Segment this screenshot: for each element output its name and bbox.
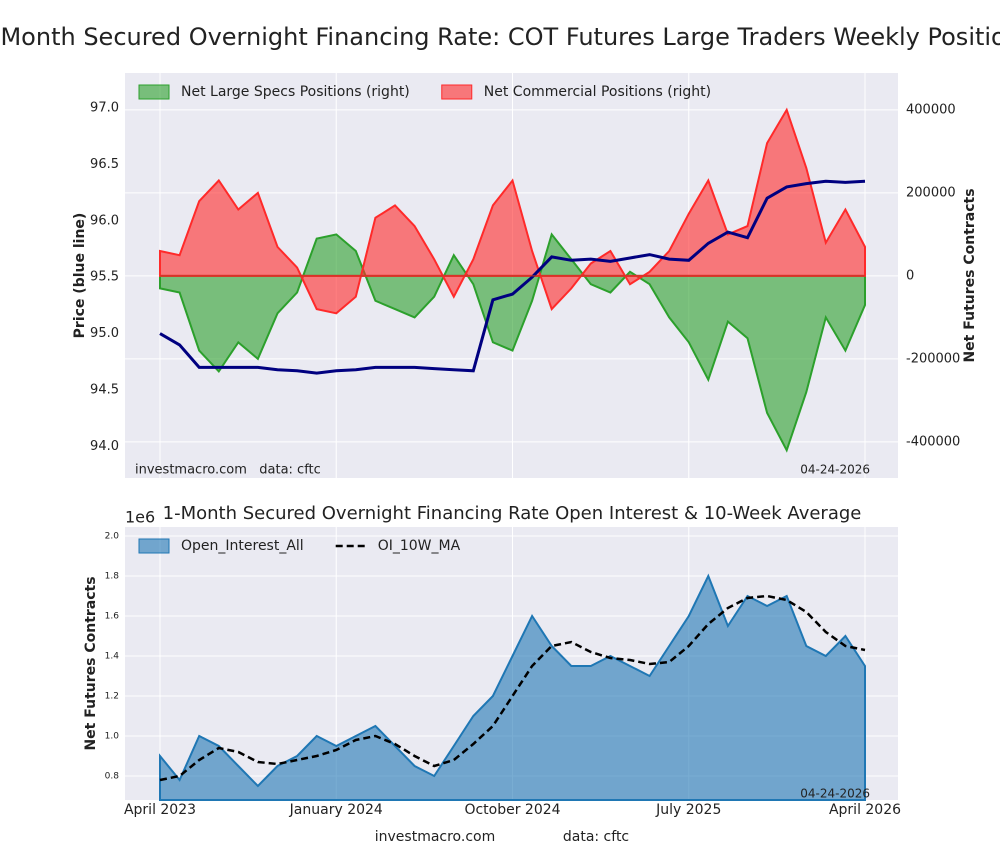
- y-tick-label: 97.0: [90, 100, 119, 115]
- y-tick-label: 2.0: [105, 532, 120, 542]
- y2-tick-label: 0: [906, 268, 914, 283]
- y-axis-label: Net Futures Contracts: [83, 576, 99, 750]
- offset-label: 1e6: [125, 508, 155, 527]
- chart-title: 1-Month Secured Overnight Financing Rate…: [163, 503, 862, 524]
- y2-tick-label: -400000: [906, 434, 960, 449]
- y-tick-label: 1.2: [105, 692, 119, 702]
- footer: investmacro.com: [375, 829, 495, 845]
- legend-swatch: [138, 538, 170, 554]
- y2-tick-label: -200000: [906, 351, 960, 366]
- annotation: 04-24-2026: [800, 787, 870, 801]
- line: [159, 594, 866, 782]
- annotation: investmacro.com data: cftc: [135, 463, 321, 478]
- area: [159, 573, 866, 801]
- y2-axis-label: Net Futures Contracts: [962, 188, 978, 362]
- y-tick-label: 1.8: [105, 572, 120, 582]
- legend-label: Net Commercial Positions (right): [484, 84, 711, 100]
- x-tick-label: April 2023: [124, 802, 196, 818]
- y-tick-label: 1.0: [105, 732, 120, 742]
- legend-swatch: [441, 84, 473, 100]
- y-tick-label: 96.5: [90, 157, 119, 172]
- legend-label: Open_Interest_All: [181, 538, 304, 554]
- y-tick-label: 1.4: [105, 652, 120, 662]
- legend-label: OI_10W_MA: [378, 538, 461, 554]
- y2-tick-label: 200000: [906, 185, 956, 200]
- footer: data: cftc: [563, 829, 629, 845]
- y-tick-label: 95.0: [90, 326, 119, 341]
- y-tick-label: 96.0: [90, 213, 119, 228]
- x-tick-label: October 2024: [464, 802, 560, 818]
- chart-title: 1-Month Secured Overnight Financing Rate…: [0, 23, 1000, 51]
- x-tick-label: April 2026: [829, 802, 901, 818]
- x-tick-label: July 2025: [655, 802, 721, 818]
- legend-label: Net Large Specs Positions (right): [181, 84, 410, 100]
- legend-swatch: [138, 84, 170, 100]
- y-tick-label: 94.5: [90, 383, 119, 398]
- y2-tick-label: 400000: [906, 102, 956, 117]
- x-tick-label: January 2024: [289, 802, 383, 818]
- annotation: 04-24-2026: [800, 463, 870, 477]
- y-tick-label: 1.6: [105, 612, 120, 622]
- y-axis-label: Price (blue line): [72, 213, 88, 339]
- y-tick-label: 94.0: [90, 439, 119, 454]
- area: [159, 107, 866, 315]
- line: [159, 179, 866, 375]
- y-tick-label: 95.5: [90, 270, 119, 285]
- y-tick-label: 0.8: [105, 772, 120, 782]
